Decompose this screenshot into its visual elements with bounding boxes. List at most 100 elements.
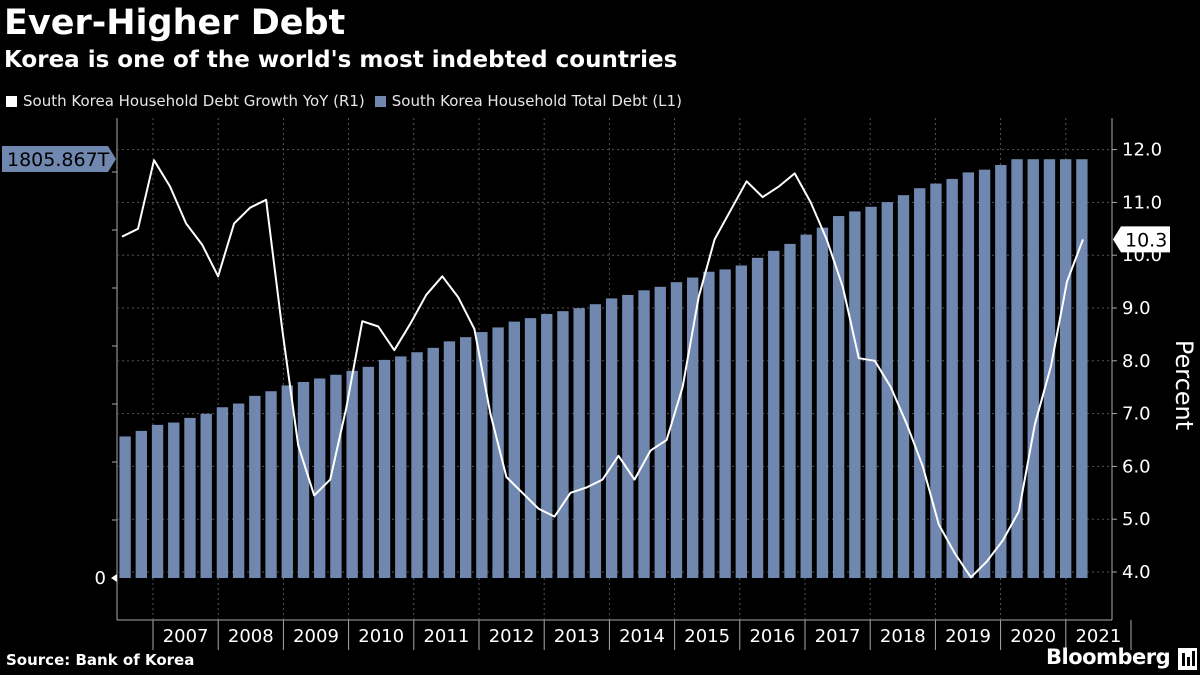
legend-item-growth: South Korea Household Debt Growth YoY (R… <box>6 92 365 110</box>
debt-bar <box>200 413 212 578</box>
x-tick-label: 2012 <box>489 626 535 647</box>
x-tick-label: 2020 <box>1010 626 1056 647</box>
x-tick-label: 2008 <box>228 626 274 647</box>
brand-logo: Bloomberg <box>1046 645 1171 669</box>
debt-bar <box>151 424 164 578</box>
debt-bar <box>670 282 683 578</box>
debt-bar <box>330 374 342 578</box>
legend-item-total-debt: South Korea Household Total Debt (L1) <box>374 92 682 110</box>
x-tick-label: 2007 <box>163 626 209 647</box>
right-tick-label: 4.0 <box>1122 562 1151 583</box>
debt-bar <box>654 286 666 578</box>
x-tick-label: 2019 <box>945 626 991 647</box>
debt-bar <box>346 370 358 578</box>
debt-bar <box>265 391 277 578</box>
debt-bar <box>427 347 439 578</box>
debt-bar <box>168 422 180 578</box>
debt-bar <box>784 243 796 578</box>
debt-bar <box>492 327 504 578</box>
debt-bar <box>443 341 456 578</box>
debt-bar <box>119 436 131 578</box>
legend-label-total-debt: South Korea Household Total Debt (L1) <box>391 92 682 110</box>
debt-bar <box>832 216 845 578</box>
debt-bar <box>508 321 520 578</box>
debt-bar <box>622 294 634 578</box>
chart-legend: South Korea Household Debt Growth YoY (R… <box>6 90 692 112</box>
source-note: Source: Bank of Korea <box>6 651 195 669</box>
debt-bar <box>946 178 958 579</box>
x-tick-label: 2009 <box>293 626 339 647</box>
right-tick-label: 5.0 <box>1122 509 1151 530</box>
debt-bar <box>638 290 650 578</box>
debt-bar <box>297 381 310 578</box>
debt-bar <box>411 352 423 578</box>
debt-bar <box>216 407 229 578</box>
debt-bar <box>800 234 812 578</box>
legend-swatch-growth <box>6 95 17 107</box>
debt-bar <box>687 277 699 578</box>
debt-bar <box>849 211 861 578</box>
debt-bar <box>232 403 245 578</box>
x-tick-label: 2021 <box>1075 626 1121 647</box>
last-value-label-right: 10.3 <box>1125 229 1167 251</box>
debt-bar <box>314 378 326 578</box>
last-value-tag-left <box>2 146 116 172</box>
growth-line <box>121 159 1084 579</box>
debt-bar <box>557 311 569 578</box>
chart-subtitle: Korea is one of the world's most indebte… <box>4 47 678 73</box>
debt-bar <box>995 165 1007 578</box>
debt-bar <box>768 250 780 578</box>
debt-bar <box>719 269 731 578</box>
debt-bar <box>751 257 764 578</box>
last-value-label-left: 1805.867T <box>7 149 110 171</box>
x-tick-label: 2010 <box>358 626 404 647</box>
debt-bar <box>524 318 537 578</box>
debt-bar <box>914 188 926 578</box>
x-tick-label: 2018 <box>880 626 926 647</box>
bloomberg-badge-icon <box>1178 648 1197 670</box>
debt-bar <box>816 227 829 578</box>
debt-bar <box>605 298 618 578</box>
debt-bar <box>897 195 910 579</box>
left-zero-marker <box>111 574 117 582</box>
legend-swatch-total-debt <box>374 95 386 107</box>
debt-bar <box>962 172 975 578</box>
right-tick-label: 9.0 <box>1122 298 1151 319</box>
debt-bar <box>1011 159 1023 578</box>
debt-bar <box>735 265 748 578</box>
x-tick-label: 2013 <box>554 626 600 647</box>
debt-bar <box>573 308 585 578</box>
x-tick-label: 2016 <box>749 626 795 647</box>
debt-bar <box>589 304 602 578</box>
debt-bar <box>1076 159 1088 578</box>
debt-bar <box>1059 159 1072 578</box>
right-axis-title: Percent <box>1170 340 1198 430</box>
right-tick-label: 8.0 <box>1122 351 1151 372</box>
debt-bar <box>881 202 893 579</box>
debt-bar <box>362 366 375 578</box>
debt-bar <box>476 332 488 578</box>
debt-bar <box>930 183 942 578</box>
right-tick-label: 12.0 <box>1122 140 1162 161</box>
debt-bar <box>978 169 991 578</box>
debt-bar <box>1027 159 1039 578</box>
debt-bar <box>281 385 293 578</box>
x-tick-label: 2015 <box>684 626 730 647</box>
chart-title: Ever-Higher Debt <box>4 3 346 43</box>
right-tick-label: 6.0 <box>1122 456 1151 477</box>
x-tick-label: 2014 <box>619 626 665 647</box>
debt-bar <box>703 271 715 578</box>
right-tick-label: 7.0 <box>1122 404 1151 425</box>
debt-bar <box>378 359 391 578</box>
debt-bar <box>184 417 196 578</box>
debt-bar <box>135 430 148 578</box>
debt-bar <box>865 206 877 579</box>
right-tick-label: 11.0 <box>1122 192 1162 213</box>
left-tick-label: 0 <box>95 568 106 589</box>
last-value-tag-right <box>1113 226 1170 253</box>
debt-bar <box>395 356 407 578</box>
x-tick-label: 2017 <box>815 626 861 647</box>
debt-bar <box>459 337 472 578</box>
x-tick-label: 2011 <box>423 626 469 647</box>
